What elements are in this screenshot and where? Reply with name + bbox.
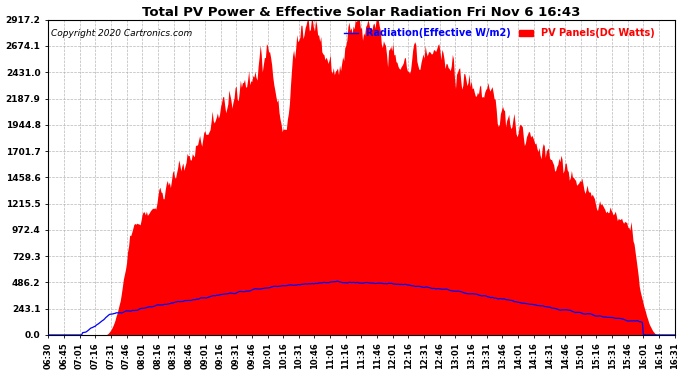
Legend: Radiation(Effective W/m2), PV Panels(DC Watts): Radiation(Effective W/m2), PV Panels(DC … [340,25,659,42]
Text: Copyright 2020 Cartronics.com: Copyright 2020 Cartronics.com [51,29,193,38]
Title: Total PV Power & Effective Solar Radiation Fri Nov 6 16:43: Total PV Power & Effective Solar Radiati… [142,6,581,18]
